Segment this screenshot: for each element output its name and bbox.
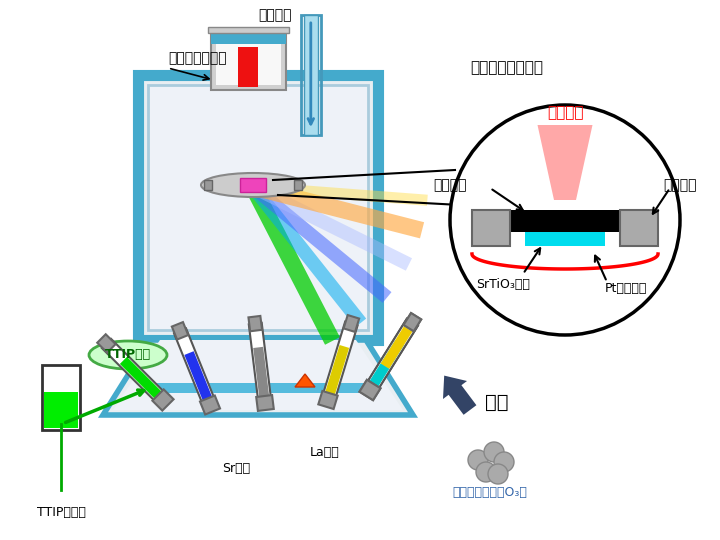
Polygon shape <box>325 345 349 397</box>
Text: ピュアオゾン（O₃）: ピュアオゾン（O₃） <box>453 485 528 498</box>
Polygon shape <box>120 357 163 401</box>
Polygon shape <box>295 374 315 387</box>
Polygon shape <box>102 339 168 404</box>
Text: レーザー: レーザー <box>546 105 583 120</box>
Text: SrTiO₃基板: SrTiO₃基板 <box>476 278 530 291</box>
Polygon shape <box>174 328 216 408</box>
Bar <box>210 34 286 44</box>
Bar <box>44 392 78 428</box>
Bar <box>301 15 321 135</box>
Bar <box>620 210 658 246</box>
Polygon shape <box>318 391 338 409</box>
Polygon shape <box>538 125 593 200</box>
Text: レーザー加熱機構: レーザー加熱機構 <box>470 60 543 76</box>
Text: 液体窒素: 液体窒素 <box>258 8 292 22</box>
Polygon shape <box>322 322 358 402</box>
Bar <box>207 27 289 33</box>
Text: TTIPガス: TTIPガス <box>105 348 151 361</box>
Polygon shape <box>248 316 262 331</box>
Bar <box>304 15 318 135</box>
Polygon shape <box>153 389 174 410</box>
Polygon shape <box>364 319 418 394</box>
Bar <box>210 30 286 90</box>
Circle shape <box>450 105 680 335</box>
Polygon shape <box>113 340 403 410</box>
FancyBboxPatch shape <box>138 75 378 340</box>
Bar <box>510 210 620 232</box>
Polygon shape <box>368 363 389 389</box>
Text: Ptワイヤー: Ptワイヤー <box>605 281 647 294</box>
Circle shape <box>494 452 514 472</box>
Polygon shape <box>359 380 380 400</box>
Bar <box>215 35 281 85</box>
Polygon shape <box>249 323 271 404</box>
Ellipse shape <box>89 341 167 369</box>
Bar <box>42 365 80 430</box>
Polygon shape <box>184 351 213 403</box>
Bar <box>148 85 368 330</box>
Circle shape <box>484 442 504 462</box>
Bar <box>294 180 302 190</box>
Bar <box>525 232 605 246</box>
Polygon shape <box>364 319 418 394</box>
Ellipse shape <box>201 173 305 197</box>
FancyArrow shape <box>443 376 477 415</box>
Bar <box>146 383 370 393</box>
Polygon shape <box>200 395 220 415</box>
Circle shape <box>468 450 488 470</box>
Polygon shape <box>381 326 413 369</box>
Circle shape <box>476 462 496 482</box>
Bar <box>204 180 212 190</box>
Text: カーボン: カーボン <box>433 178 467 192</box>
Polygon shape <box>172 322 188 340</box>
Circle shape <box>488 464 508 484</box>
Text: 半導体レーザー: 半導体レーザー <box>168 51 227 65</box>
Polygon shape <box>359 380 380 400</box>
Polygon shape <box>404 313 421 331</box>
Bar <box>240 178 266 192</box>
Polygon shape <box>97 334 116 353</box>
Polygon shape <box>253 347 269 400</box>
Bar <box>472 210 510 246</box>
Polygon shape <box>103 340 413 415</box>
Text: Sr金属: Sr金属 <box>222 462 250 475</box>
Polygon shape <box>256 395 274 411</box>
Polygon shape <box>368 340 404 389</box>
Text: ホルダー: ホルダー <box>663 178 696 192</box>
Polygon shape <box>343 315 359 332</box>
Text: La金属: La金属 <box>310 446 340 458</box>
Bar <box>238 47 258 87</box>
Text: TTIPボトル: TTIPボトル <box>37 507 86 519</box>
Polygon shape <box>404 313 421 331</box>
Text: 供給: 供給 <box>485 393 508 411</box>
